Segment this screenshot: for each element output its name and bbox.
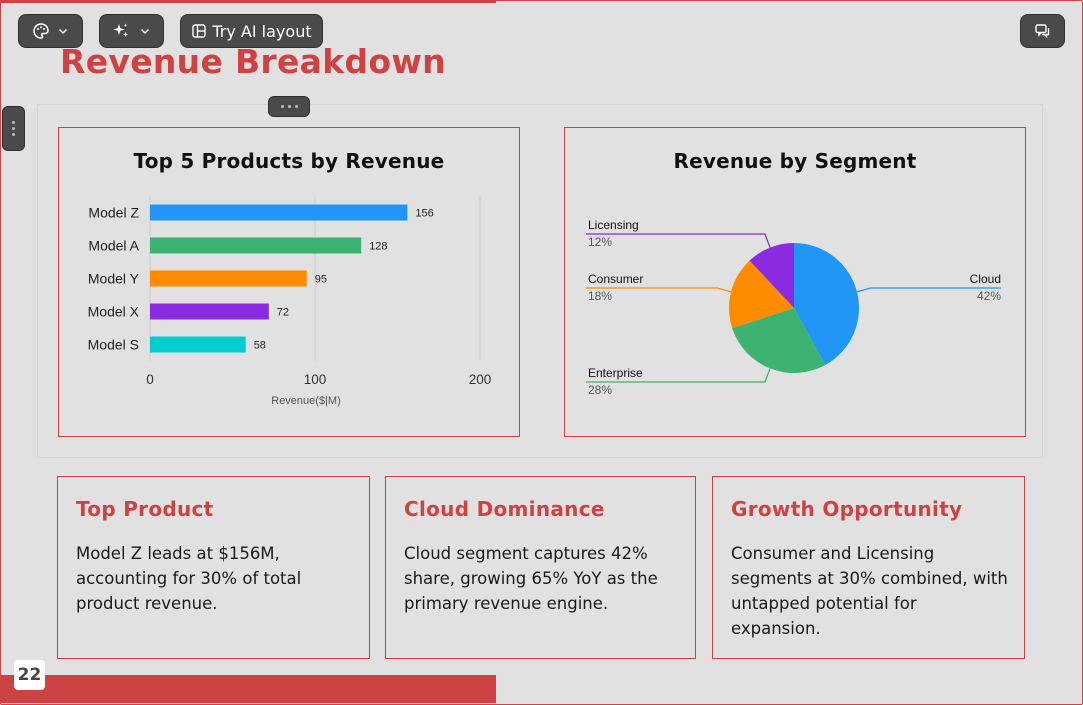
x-axis-label: Revenue($|M) <box>271 395 341 407</box>
bar-chart-panel[interactable]: Top 5 Products by Revenue 0 100 200 Model Z… <box>58 127 520 437</box>
pie-slice-label: Consumer <box>588 272 643 286</box>
bar[interactable] <box>150 336 246 353</box>
bar-value-label: 95 <box>315 274 327 286</box>
bar-value-label: 58 <box>254 340 266 352</box>
x-tick-label: 200 <box>469 372 492 387</box>
comments-button[interactable] <box>1020 14 1065 48</box>
pie-chart: Cloud 42% Enterprise 28% Consumer 18% Licensin… <box>586 218 1001 397</box>
page-number: 22 <box>14 660 45 690</box>
pie-slice-percent: 12% <box>588 235 612 249</box>
chevron-down-icon <box>58 28 67 35</box>
ai-menu-button[interactable] <box>99 14 164 48</box>
bar[interactable] <box>150 303 269 320</box>
x-tick-label: 100 <box>304 372 327 387</box>
pie-slice[interactable] <box>732 308 826 373</box>
layout-icon <box>192 24 207 38</box>
top-accent-strip <box>0 0 496 3</box>
sparkle-icon <box>113 23 128 37</box>
chevron-down-icon <box>140 28 149 35</box>
bottom-accent-bar <box>0 675 496 703</box>
bar-value-label: 156 <box>415 208 433 220</box>
x-tick-label: 0 <box>146 372 154 387</box>
y-tick-label: Model Z <box>88 205 139 221</box>
y-tick-label: Model X <box>88 304 140 320</box>
try-ai-layout-button[interactable]: Try AI layout <box>180 14 323 48</box>
bar-chart-title: Top 5 Products by Revenue <box>133 149 445 173</box>
pie-slice-label: Enterprise <box>588 366 643 380</box>
pie-slice[interactable] <box>729 260 794 329</box>
comments-icon <box>1034 24 1049 39</box>
pie-slice-label: Cloud <box>970 272 1001 286</box>
pie-chart-panel[interactable]: Revenue by Segment Cloud 42% Enterprise 28%… <box>564 127 1026 437</box>
y-tick-label: Model Y <box>88 271 140 287</box>
pie-leader-line <box>856 287 1001 293</box>
card-title: Top Product <box>76 497 214 521</box>
card-growth-opportunity[interactable]: Growth Opportunity Consumer and Licensin… <box>712 476 1025 659</box>
drag-handle-vertical[interactable] <box>2 106 25 151</box>
card-top-product[interactable]: Top Product Model Z leads at $156M, acco… <box>57 476 370 659</box>
pie-leader-line <box>586 233 771 248</box>
pie-slice[interactable] <box>794 243 859 365</box>
card-cloud-dominance[interactable]: Cloud Dominance Cloud segment captures 4… <box>385 476 696 659</box>
y-tick-label: Model S <box>88 337 139 353</box>
pie-slice[interactable] <box>749 243 794 308</box>
card-title: Cloud Dominance <box>404 497 605 521</box>
try-ai-layout-label: Try AI layout <box>212 21 312 41</box>
bar-chart: 0 100 200 Model Z 156 Model A 128 Model Y 95 Mode… <box>88 196 492 407</box>
y-tick-label: Model A <box>88 238 139 254</box>
bar[interactable] <box>150 270 307 287</box>
theme-menu-button[interactable] <box>18 14 83 48</box>
pie-slice-label: Licensing <box>588 218 639 232</box>
pie-slice-percent: 18% <box>588 289 612 303</box>
selection-box <box>37 104 1043 458</box>
pie-chart-title: Revenue by Segment <box>673 149 917 173</box>
drag-handle-horizontal[interactable] <box>268 96 310 117</box>
card-body: Consumer and Licensing segments at 30% c… <box>731 544 1008 638</box>
bar-value-label: 72 <box>277 307 289 319</box>
pie-slice-percent: 42% <box>977 289 1001 303</box>
palette-icon <box>32 23 49 39</box>
pie-leader-line <box>586 368 771 383</box>
pie-slice-percent: 28% <box>588 383 612 397</box>
slide-title[interactable]: Revenue Breakdown <box>60 42 446 81</box>
bar[interactable] <box>150 237 362 254</box>
card-body: Cloud segment captures 42% share, growin… <box>404 544 658 613</box>
bar-value-label: 128 <box>369 241 387 253</box>
pie-leader-line <box>586 287 732 293</box>
card-body: Model Z leads at $156M, accounting for 3… <box>76 544 302 613</box>
card-title: Growth Opportunity <box>731 497 963 521</box>
bar[interactable] <box>150 204 408 221</box>
